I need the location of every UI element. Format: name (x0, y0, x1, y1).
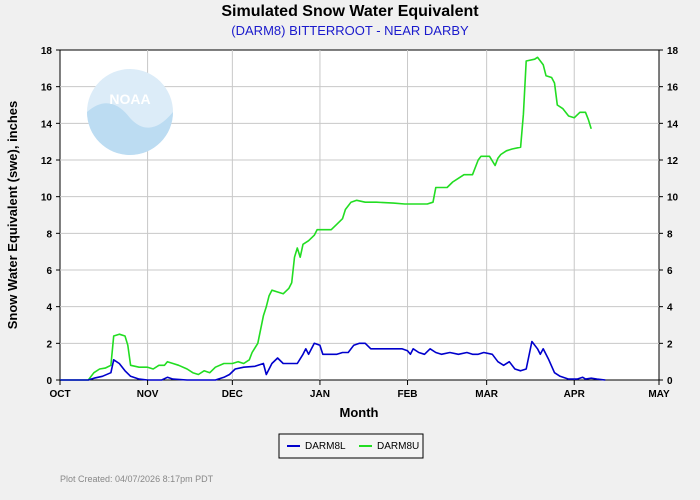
y-tick-label-right: 14 (667, 119, 679, 130)
plot-created-footer: Plot Created: 04/07/2026 8:17pm PDT (60, 474, 214, 484)
chart-subtitle: (DARM8) BITTERROOT - NEAR DARBY (231, 23, 469, 38)
noaa-logo-icon: NOAA (87, 69, 173, 155)
y-tick-label-left: 18 (41, 46, 53, 57)
x-tick-label: MAR (475, 389, 499, 400)
y-tick-label-left: 8 (46, 229, 52, 240)
y-tick-label-left: 16 (41, 83, 53, 94)
y-tick-label-left: 6 (46, 266, 52, 277)
x-tick-label: MAY (648, 389, 670, 400)
series-line-darm8l (60, 340, 606, 381)
y-tick-label-right: 6 (667, 266, 673, 277)
x-tick-label: NOV (137, 389, 159, 400)
legend-label-darm8l: DARM8L (305, 441, 346, 452)
y-tick-label-right: 12 (667, 156, 679, 167)
y-tick-label-left: 14 (41, 119, 53, 130)
x-tick-label: APR (564, 389, 586, 400)
y-tick-label-right: 2 (667, 339, 673, 350)
legend-label-darm8u: DARM8U (377, 441, 419, 452)
y-tick-label-right: 0 (667, 376, 673, 387)
y-tick-label-right: 10 (667, 193, 679, 204)
x-tick-label: DEC (222, 389, 243, 400)
x-axis-label: Month (340, 405, 379, 420)
legend-box (278, 433, 424, 459)
x-tick-label: JAN (310, 389, 330, 400)
y-axis-label: Snow Water Equivalent (swe), inches (5, 101, 20, 330)
series-line-darm8u (60, 56, 592, 381)
x-tick-label: FEB (398, 389, 418, 400)
series-lines (60, 56, 606, 381)
y-ticks-right: 0 2 4 6 8 10 12 14 16 18 (659, 46, 679, 387)
y-tick-label-left: 0 (46, 376, 52, 387)
y-tick-label-left: 4 (46, 303, 52, 314)
y-tick-label-right: 18 (667, 46, 679, 57)
y-tick-label-left: 2 (46, 339, 52, 350)
y-tick-label-right: 16 (667, 83, 679, 94)
legend: DARM8L DARM8U (278, 433, 424, 459)
chart-title: Simulated Snow Water Equivalent (221, 3, 479, 20)
y-ticks-left: 0 2 4 6 8 10 12 14 16 18 (41, 46, 60, 387)
logo-text: NOAA (109, 91, 150, 107)
y-tick-label-right: 8 (667, 229, 673, 240)
y-tick-label-left: 12 (41, 156, 53, 167)
y-tick-label-right: 4 (667, 303, 673, 314)
x-ticks: OCT NOV DEC JAN FEB MAR APR MAY (49, 380, 670, 400)
y-tick-label-left: 10 (41, 193, 53, 204)
x-tick-label: OCT (49, 389, 70, 400)
